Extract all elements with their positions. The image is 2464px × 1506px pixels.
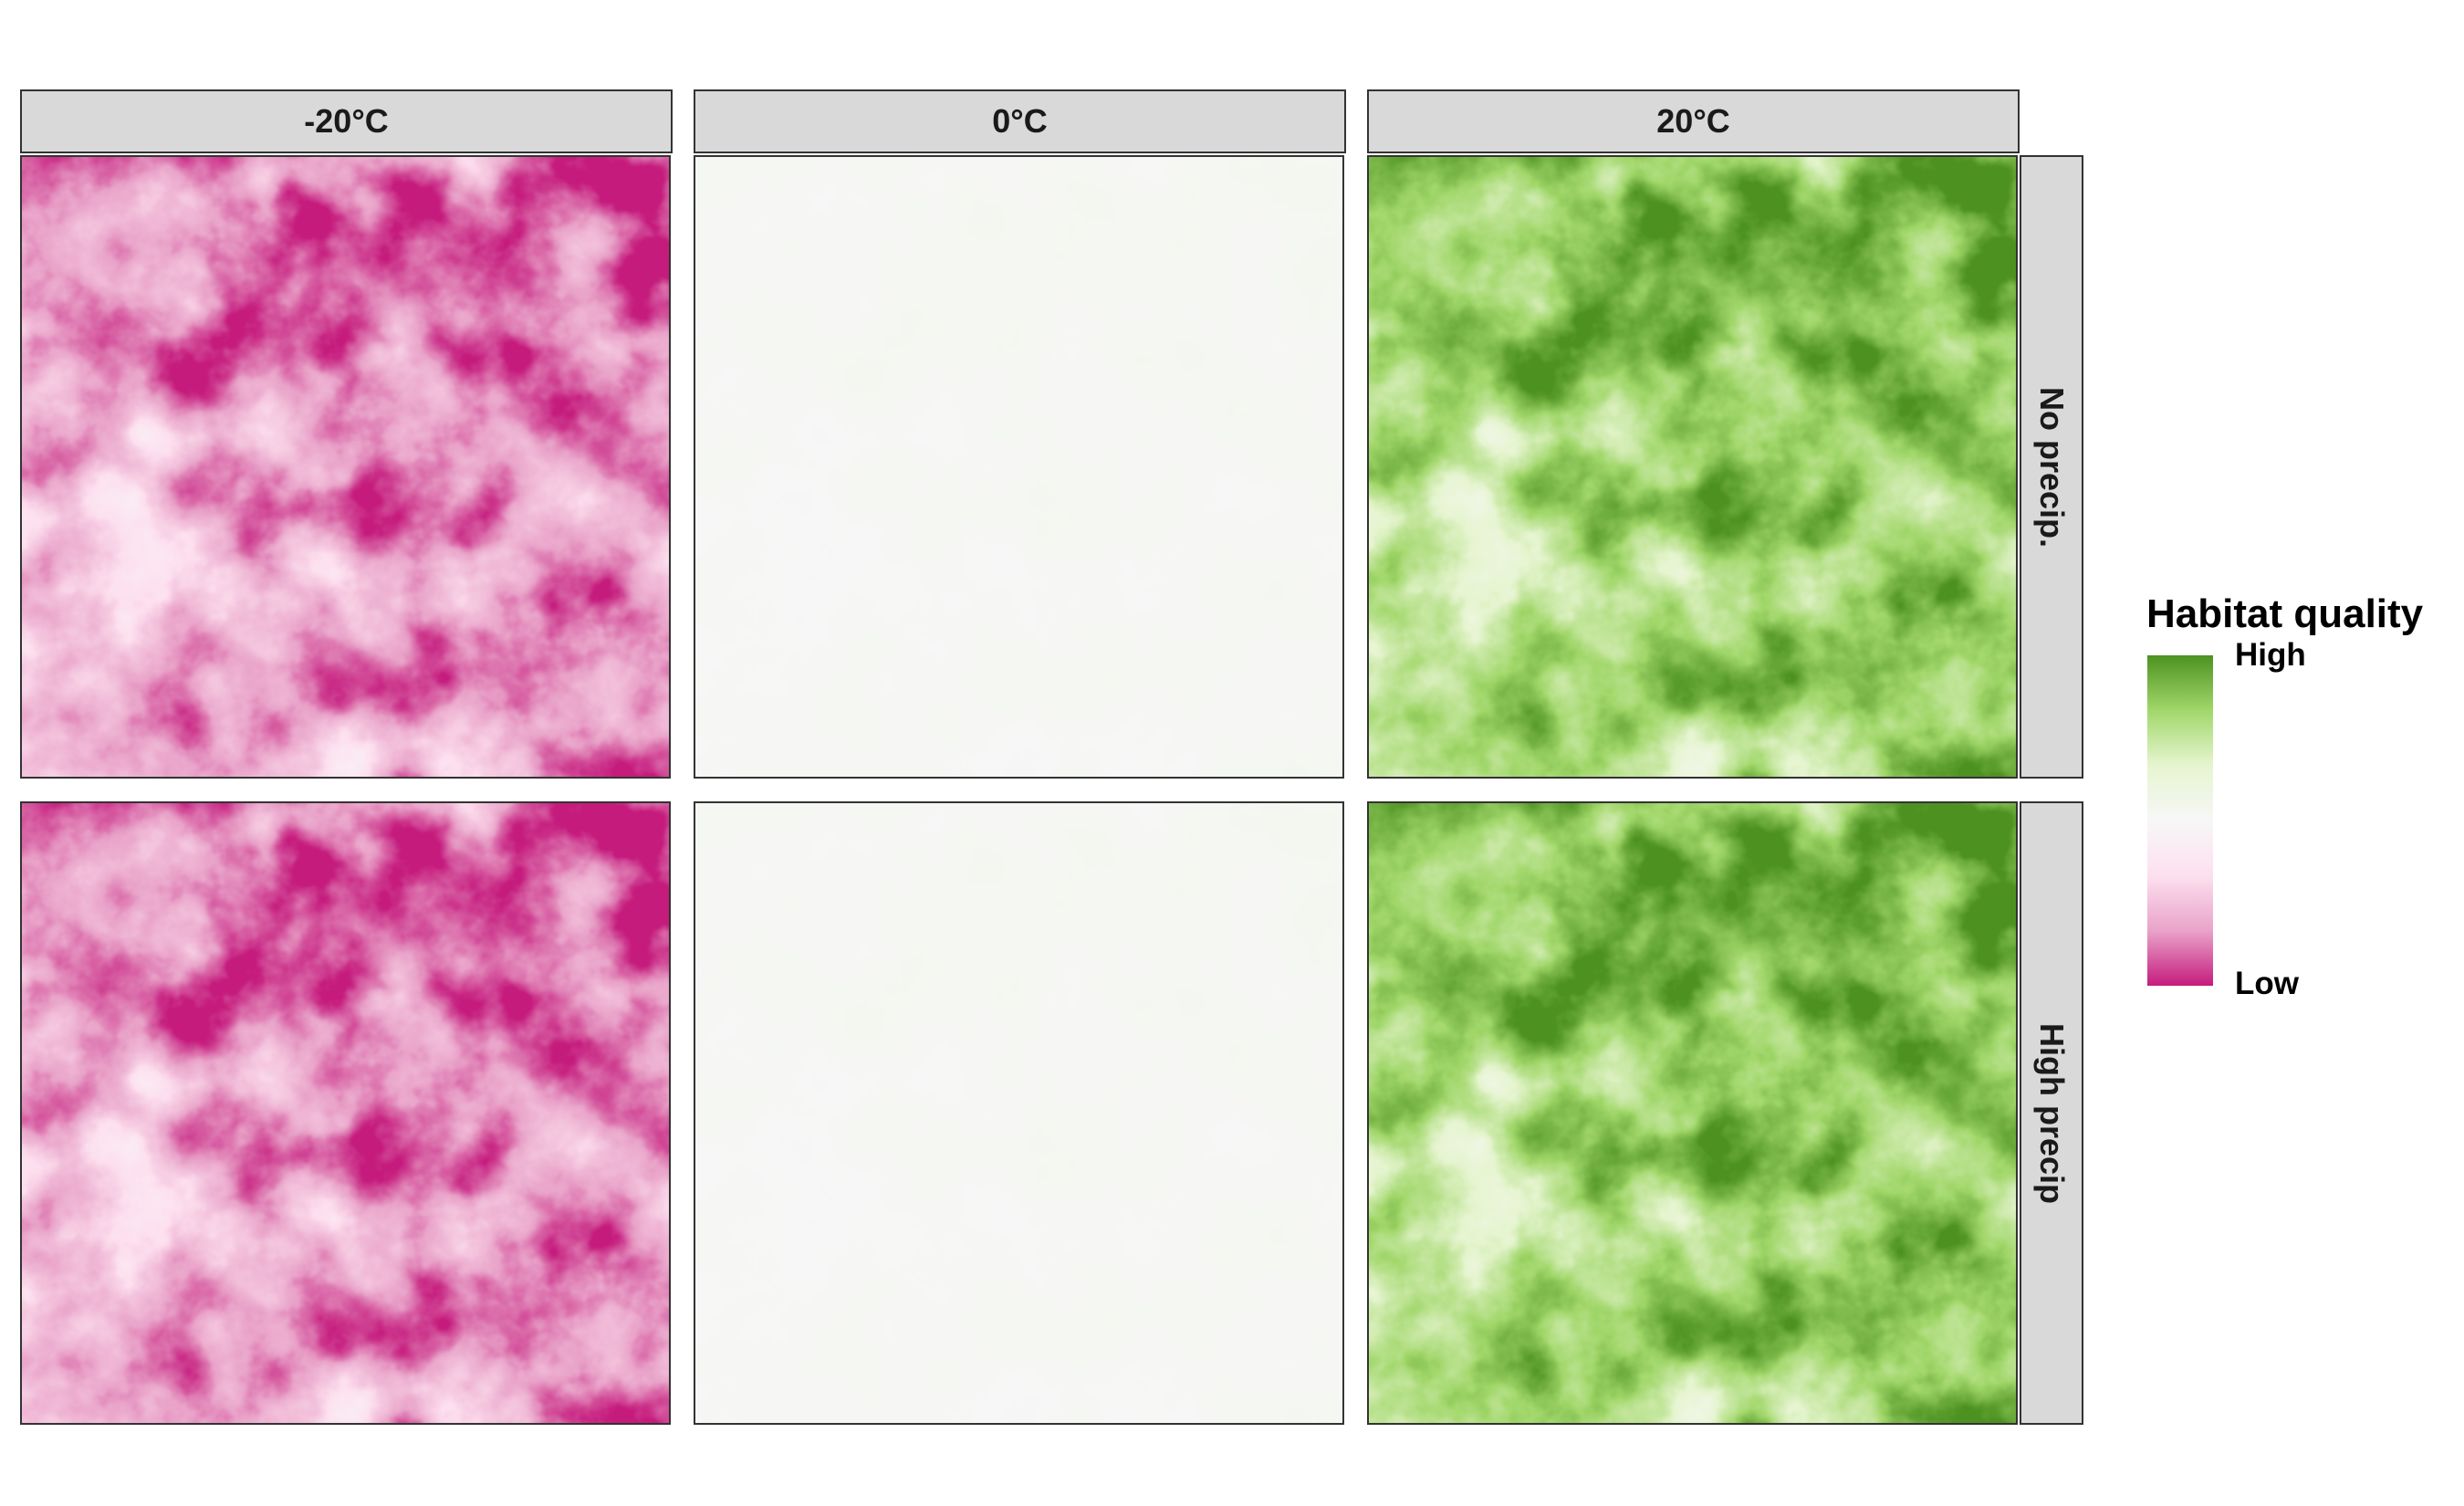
facet-strip-col-3: 20°C [1367, 89, 2020, 153]
heatmap-panel [694, 801, 1344, 1425]
facet-label-row-2: High precip [2033, 1022, 2071, 1204]
heatmap-raster [22, 157, 669, 777]
legend-low-label: Low [2235, 966, 2299, 1001]
facet-label-col-2: 0°C [992, 102, 1048, 140]
heatmap-panel [20, 801, 671, 1425]
facet-strip-col-2: 0°C [694, 89, 1346, 153]
facet-strip-col-1: -20°C [20, 89, 673, 153]
legend-title: Habitat quality [2146, 591, 2424, 636]
heatmap-raster [1369, 157, 2016, 777]
facet-strip-row-1: No precip. [2020, 155, 2083, 779]
facet-strip-row-2: High precip [2020, 801, 2083, 1425]
facet-label-col-3: 20°C [1656, 102, 1730, 140]
heatmap-raster [695, 157, 1342, 777]
heatmap-raster [22, 803, 669, 1423]
heatmap-panel [1367, 155, 2018, 779]
legend-high-label: High [2235, 637, 2306, 673]
legend-colorbar [2147, 655, 2213, 986]
heatmap-panel [20, 155, 671, 779]
heatmap-raster [695, 803, 1342, 1423]
heatmap-panel [1367, 801, 2018, 1425]
facet-label-col-1: -20°C [304, 102, 389, 140]
facet-label-row-1: No precip. [2033, 386, 2071, 548]
heatmap-raster [1369, 803, 2016, 1423]
heatmap-panel [694, 155, 1344, 779]
